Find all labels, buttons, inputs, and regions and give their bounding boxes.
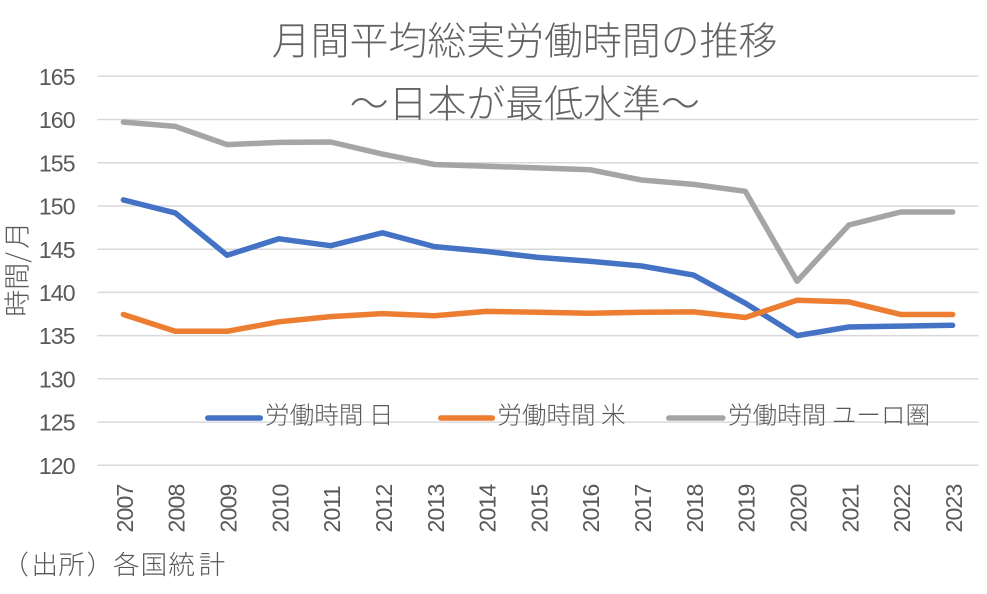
svg-text:155: 155 [39,150,75,176]
svg-text:2014: 2014 [475,484,501,533]
svg-text:2007: 2007 [112,485,138,533]
svg-text:2018: 2018 [682,485,708,533]
svg-text:2022: 2022 [889,485,915,533]
svg-text:2010: 2010 [267,485,293,533]
svg-text:2023: 2023 [941,485,967,533]
svg-text:130: 130 [39,367,75,393]
svg-text:2009: 2009 [215,485,241,533]
svg-text:2021: 2021 [837,485,863,533]
svg-text:165: 165 [39,64,75,90]
svg-text:135: 135 [39,323,75,349]
svg-text:2020: 2020 [786,485,812,533]
svg-text:2015: 2015 [526,485,552,533]
svg-text:2012: 2012 [371,485,397,533]
svg-text:2013: 2013 [423,485,449,533]
svg-text:120: 120 [39,453,75,479]
svg-text:160: 160 [39,107,75,133]
svg-text:145: 145 [39,237,75,263]
svg-text:125: 125 [39,410,75,436]
svg-text:2017: 2017 [630,485,656,533]
svg-text:2011: 2011 [319,486,345,532]
svg-text:2008: 2008 [164,485,190,533]
svg-text:140: 140 [39,280,75,306]
svg-text:2019: 2019 [734,485,760,533]
svg-text:150: 150 [39,194,75,220]
svg-text:2016: 2016 [578,485,604,533]
